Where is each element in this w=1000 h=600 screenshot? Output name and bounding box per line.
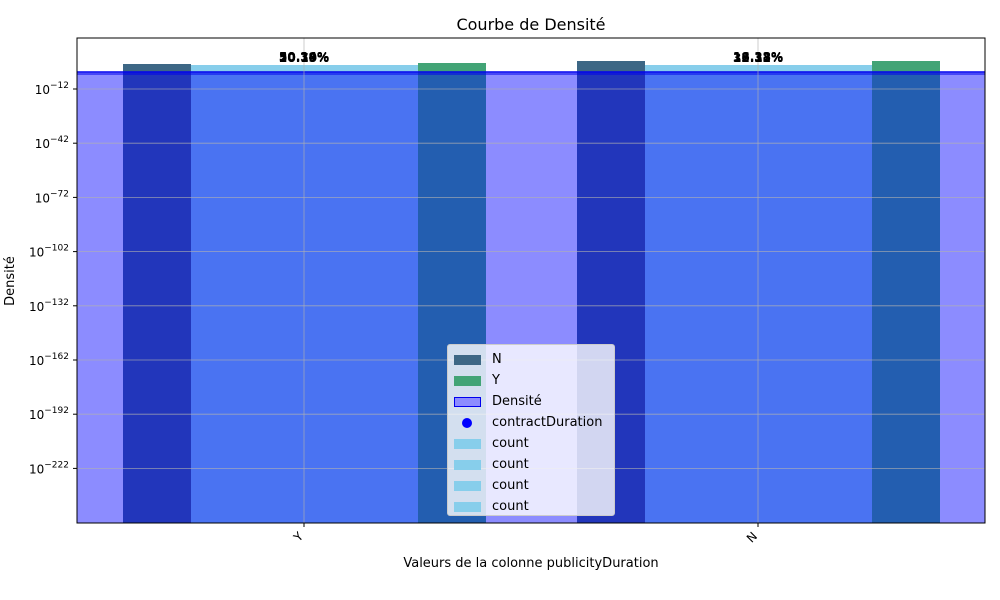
- legend-item: Densité: [448, 391, 614, 412]
- y-tick-label: 10−72: [35, 189, 69, 205]
- axes-frame: [76, 37, 986, 524]
- legend-label: Densité: [492, 394, 542, 409]
- bar-N: [577, 61, 645, 72]
- legend-label: count: [492, 499, 529, 514]
- legend-swatch: [454, 460, 481, 470]
- density-band-right: [872, 72, 940, 523]
- bar-annotation: 33.33%: [733, 51, 783, 65]
- bar-annotation: 18.18%: [733, 50, 783, 64]
- legend-swatch: [454, 481, 481, 491]
- legend-item: Y: [448, 370, 614, 391]
- bar-annotation: 20.15%: [279, 51, 329, 65]
- bar-annotation: 50.70%: [279, 51, 329, 65]
- legend-item: N: [448, 349, 614, 370]
- y-tick-label: 10−192: [29, 406, 69, 422]
- x-axis-label: Valeurs de la colonne publicityDuration: [403, 556, 658, 571]
- y-tick-label: 10−162: [29, 352, 69, 368]
- y-axis-label: Densité: [3, 256, 18, 306]
- bar-annotation: 12.12%: [733, 51, 783, 65]
- bar-count: [191, 65, 418, 72]
- legend-marker: [462, 418, 472, 428]
- chart-title: Courbe de Densité: [456, 15, 605, 34]
- y-tick-label: 10−102: [29, 244, 69, 260]
- count-bar-overlay: [191, 72, 418, 523]
- legend-item: count: [448, 454, 614, 475]
- legend-label: count: [492, 457, 529, 472]
- legend: N Y Densité contractDuration count count count…: [447, 344, 615, 516]
- legend-label: Y: [492, 373, 500, 388]
- bar-Y: [872, 61, 940, 72]
- legend-label: count: [492, 436, 529, 451]
- count-bar-overlay: [645, 72, 872, 523]
- y-tick-label: 10−12: [35, 81, 69, 97]
- bar-annotation: 16.33%: [733, 50, 783, 64]
- x-tick-label: N: [744, 529, 760, 545]
- legend-swatch: [454, 502, 481, 512]
- legend-item: count: [448, 433, 614, 454]
- y-tick-label: 10−222: [29, 460, 69, 476]
- legend-item: count: [448, 475, 614, 496]
- y-tick-label: 10−132: [29, 298, 69, 314]
- legend-label: contractDuration: [492, 415, 603, 430]
- bar-Y: [418, 63, 486, 72]
- bar-annotation: 50.34%: [279, 50, 329, 64]
- legend-swatch: [454, 376, 481, 386]
- legend-label: count: [492, 478, 529, 493]
- bar-count: [645, 65, 872, 72]
- bar-N: [123, 64, 191, 72]
- legend-item: count: [448, 496, 614, 517]
- plot-area: 10−12 10−42 10−72 10−102 10−132 10−162 10−192 1…: [29, 37, 986, 545]
- legend-swatch: [454, 397, 481, 407]
- legend-item: contractDuration: [448, 412, 614, 433]
- legend-swatch: [454, 355, 481, 365]
- legend-label: N: [492, 352, 502, 367]
- legend-swatch: [454, 439, 481, 449]
- y-tick-label: 10−42: [35, 135, 69, 151]
- bar-annotation: 30.19%: [279, 50, 329, 64]
- x-tick-label: Y: [290, 529, 306, 545]
